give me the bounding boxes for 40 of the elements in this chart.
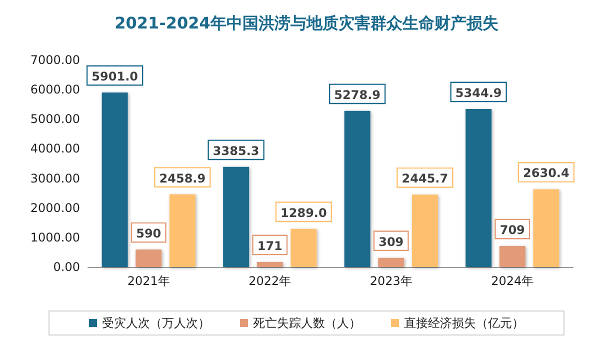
data-label: 3385.3 [212, 144, 260, 158]
x-tick-label: 2021年 [127, 274, 170, 288]
bar [499, 246, 526, 267]
bar [533, 189, 560, 267]
bar [256, 262, 283, 267]
bar [466, 108, 492, 267]
data-label: 2630.4 [523, 166, 570, 180]
legend-label: 死亡失踪人数（人） [253, 316, 361, 330]
y-tick-label: 0.00 [53, 260, 80, 274]
data-label: 309 [378, 234, 404, 249]
data-label: 171 [257, 238, 282, 253]
legend-label: 受灾人次（万人次） [102, 316, 210, 330]
bar [169, 194, 196, 267]
data-label: 590 [136, 226, 162, 241]
y-tick-label: 4000.00 [30, 142, 80, 156]
data-label: 709 [500, 223, 525, 238]
y-tick-label: 6000.00 [30, 82, 80, 97]
y-tick-label: 5000.00 [30, 112, 80, 126]
x-tick-label: 2023年 [370, 274, 412, 288]
bar [378, 258, 404, 267]
data-label: 2458.9 [159, 171, 206, 186]
data-label: 1289.0 [280, 206, 327, 220]
legend-label: 直接经济损失（亿元） [404, 316, 524, 330]
bar [290, 228, 317, 267]
bar [223, 166, 250, 267]
y-tick-label: 7000.00 [30, 53, 80, 67]
bar [102, 92, 128, 267]
y-tick-label: 2000.00 [30, 200, 80, 215]
chart-title: 2021-2024年中国洪涝与地质灾害群众生命财产损失 [114, 14, 498, 32]
data-label: 5278.9 [334, 88, 380, 102]
x-tick-label: 2022年 [248, 274, 292, 288]
data-label: 5901.0 [92, 70, 138, 84]
data-label: 5344.9 [455, 86, 502, 100]
data-label: 2445.7 [402, 172, 448, 186]
bar [136, 250, 162, 267]
y-tick-label: 1000.00 [30, 230, 80, 244]
bar [412, 194, 438, 267]
x-tick-label: 2024年 [491, 274, 534, 288]
y-tick-label: 3000.00 [30, 171, 80, 186]
bar [344, 110, 370, 267]
